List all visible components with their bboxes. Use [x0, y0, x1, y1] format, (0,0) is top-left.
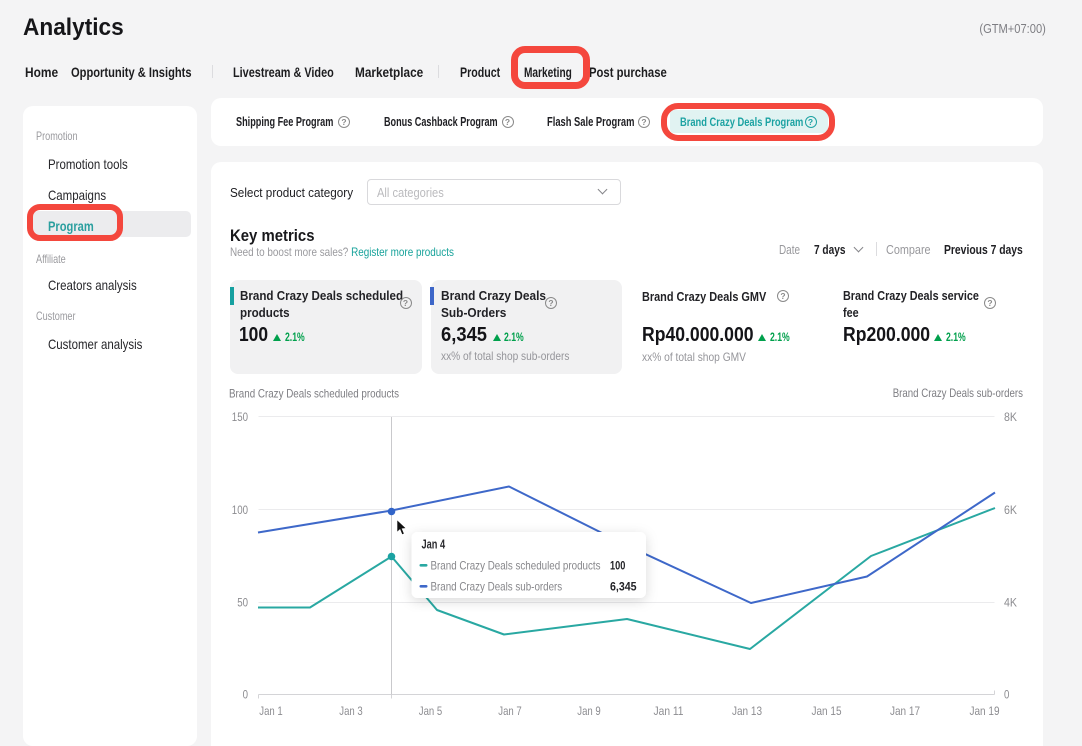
- svg-text:Jan 17: Jan 17: [890, 704, 920, 718]
- svg-text:150: 150: [232, 410, 248, 424]
- svg-text:50: 50: [237, 596, 248, 610]
- svg-text:100: 100: [610, 559, 626, 573]
- svg-text:Brand Crazy Deals sub-orders: Brand Crazy Deals sub-orders: [893, 386, 1023, 400]
- svg-text:Jan 3: Jan 3: [339, 704, 363, 718]
- svg-text:Jan 1: Jan 1: [259, 704, 283, 718]
- svg-text:Brand Crazy Deals scheduled pr: Brand Crazy Deals scheduled products: [431, 559, 601, 573]
- svg-text:Jan 5: Jan 5: [419, 704, 443, 718]
- svg-text:Brand Crazy Deals sub-orders: Brand Crazy Deals sub-orders: [431, 580, 563, 594]
- svg-text:Jan 15: Jan 15: [812, 704, 842, 718]
- svg-text:100: 100: [232, 503, 248, 517]
- svg-text:4K: 4K: [1004, 596, 1017, 610]
- svg-text:0: 0: [1004, 688, 1010, 702]
- svg-text:Brand Crazy Deals scheduled pr: Brand Crazy Deals scheduled products: [229, 387, 399, 401]
- svg-text:8K: 8K: [1004, 410, 1017, 424]
- svg-text:Jan 11: Jan 11: [654, 704, 684, 718]
- svg-text:Jan 9: Jan 9: [577, 704, 601, 718]
- svg-text:Jan 13: Jan 13: [732, 704, 762, 718]
- svg-text:Jan 7: Jan 7: [498, 704, 522, 718]
- svg-text:Jan 19: Jan 19: [970, 704, 1000, 718]
- svg-text:0: 0: [243, 688, 249, 702]
- svg-text:Jan 4: Jan 4: [422, 538, 446, 552]
- svg-text:6,345: 6,345: [610, 580, 637, 594]
- svg-text:6K: 6K: [1004, 503, 1017, 517]
